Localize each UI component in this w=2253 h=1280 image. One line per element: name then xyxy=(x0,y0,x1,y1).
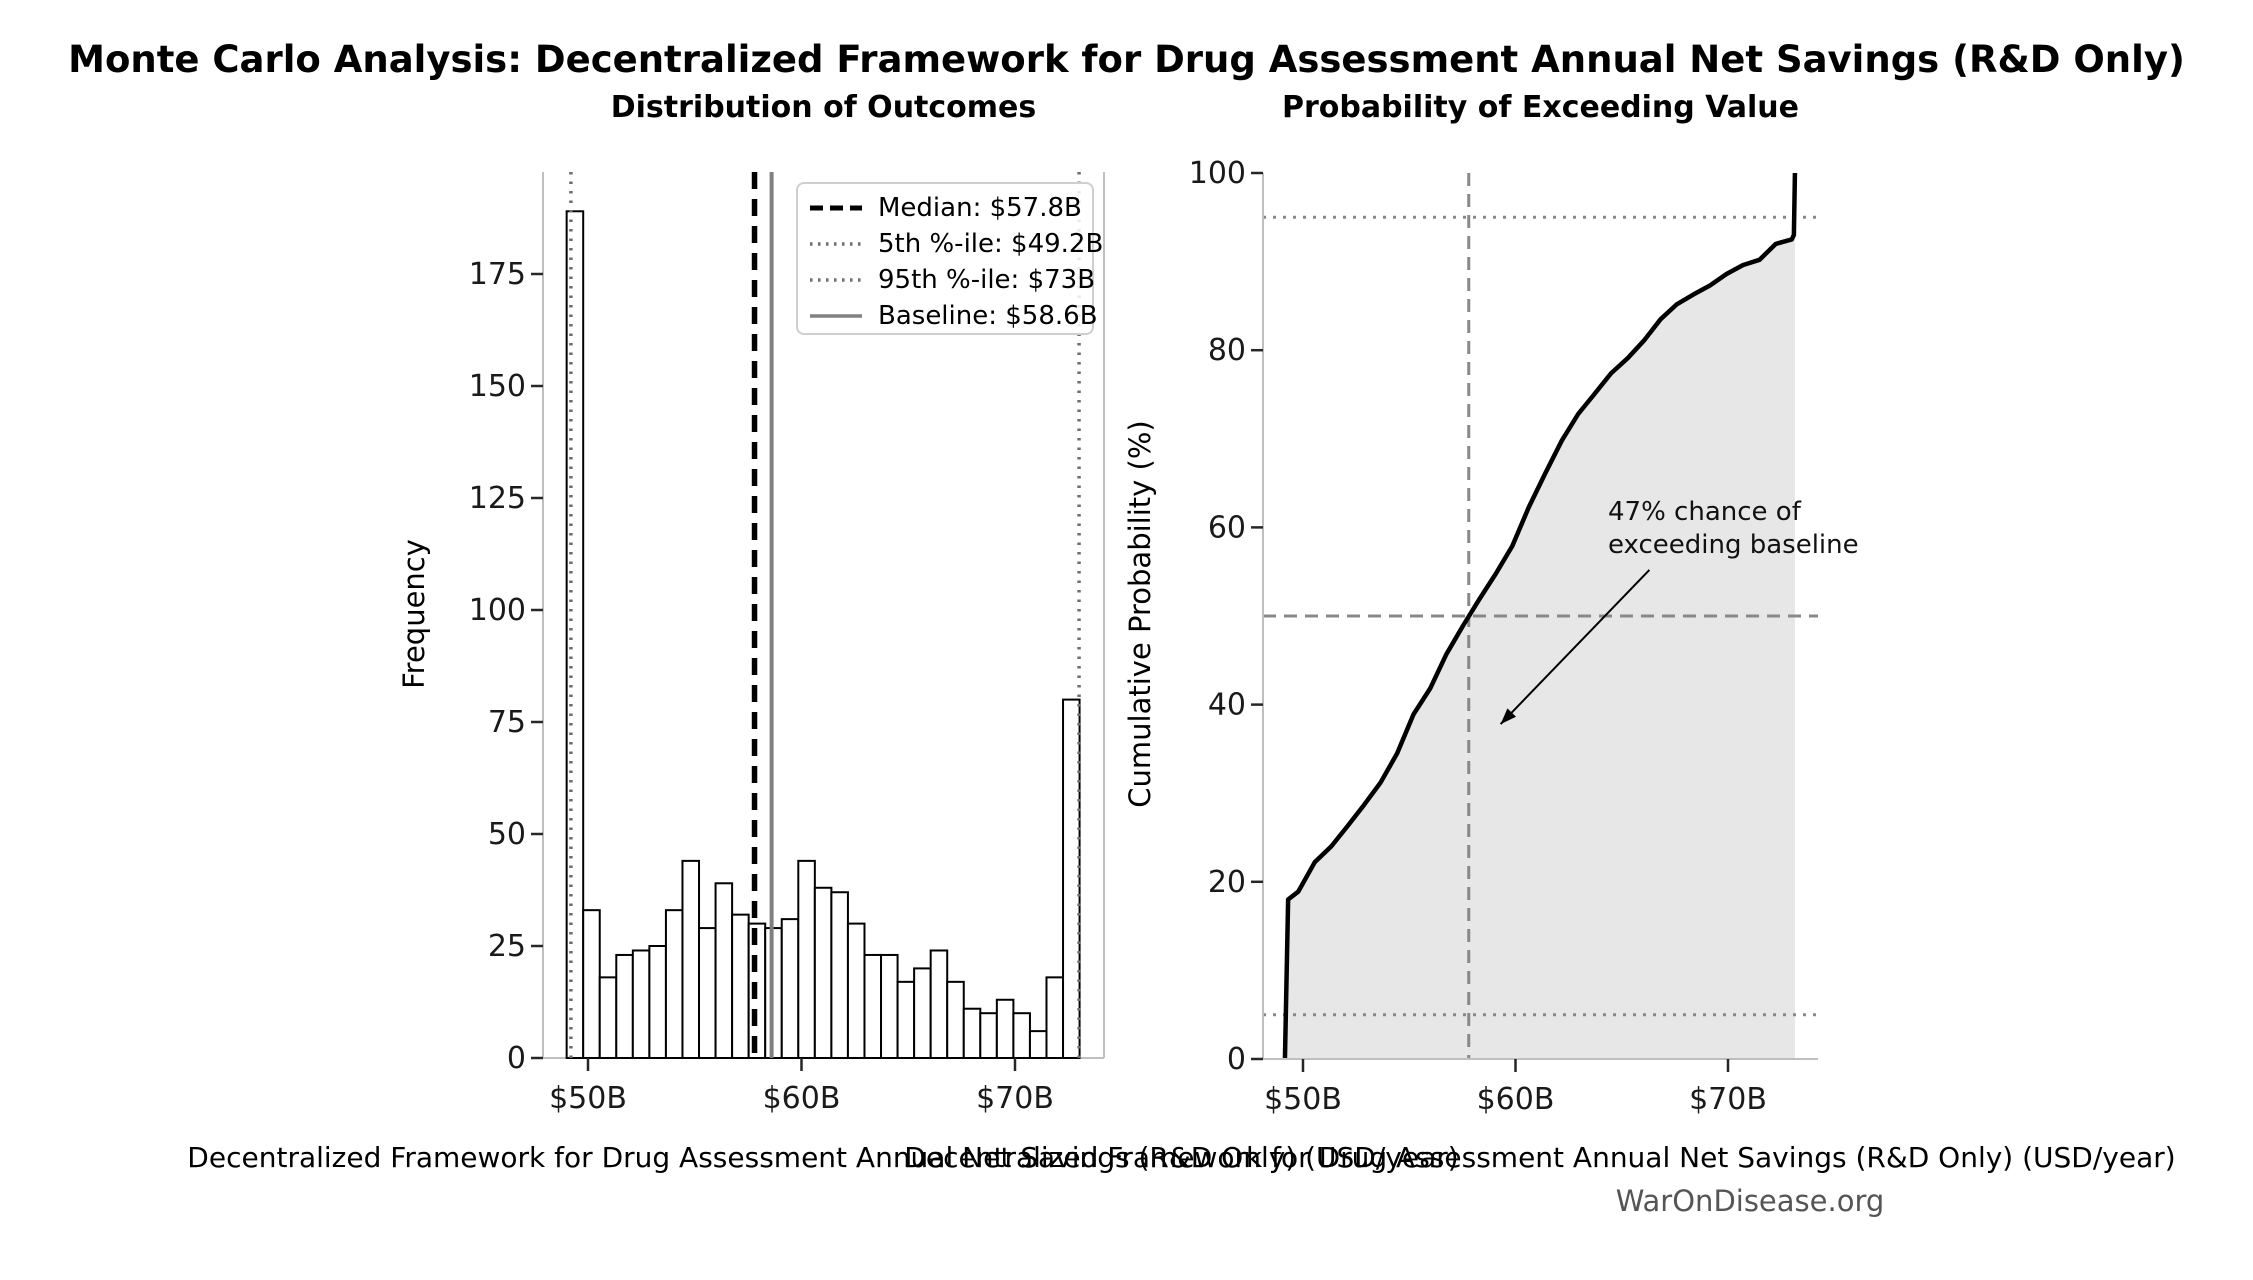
histogram-bar xyxy=(962,1007,982,1059)
histogram-title: Distribution of Outcomes xyxy=(610,90,1037,125)
histogram-bar xyxy=(797,859,816,1059)
legend-item-median: Median: $57.8B xyxy=(810,190,1082,226)
histogram-y-tick-label: 75 xyxy=(488,705,526,740)
histogram-bar xyxy=(863,953,883,1060)
histogram-y-tick-label: 25 xyxy=(488,929,526,964)
histogram-bar xyxy=(565,210,585,1059)
histogram-bar xyxy=(664,909,684,1059)
cdf-y-axis-label: Cumulative Probability (%) xyxy=(1123,420,1157,808)
histogram-y-tick-label: 125 xyxy=(469,481,526,516)
cdf-y-tick-label: 80 xyxy=(1208,333,1246,368)
histogram-bar xyxy=(698,927,717,1060)
histogram-bar xyxy=(1028,1030,1048,1059)
histogram-y-tick-label: 50 xyxy=(488,817,526,852)
histogram-y-tick-label: 0 xyxy=(507,1041,526,1076)
baseline-solid-line-sample xyxy=(810,314,862,318)
histogram-bar xyxy=(830,891,849,1059)
histogram-x-tick-label: $60B xyxy=(763,1081,841,1116)
histogram-bar xyxy=(648,945,667,1059)
cdf-y-tick-label: 40 xyxy=(1208,688,1246,723)
histogram-x-tick-label: $70B xyxy=(976,1081,1054,1116)
p95-dotted-line-sample xyxy=(810,278,862,282)
median-dashed-line-sample xyxy=(810,205,862,211)
histogram-y-tick-label: 150 xyxy=(469,369,526,404)
cdf-x-tick-label: $70B xyxy=(1689,1082,1767,1117)
histogram-bar xyxy=(631,949,651,1059)
watermark-text: WarOnDisease.org xyxy=(1615,1184,1885,1218)
histogram-bar xyxy=(615,953,634,1060)
histogram-bar xyxy=(846,922,866,1059)
histogram-bar xyxy=(946,980,965,1060)
legend-label: Median: $57.8B xyxy=(878,193,1082,223)
cdf-x-tick-label: $50B xyxy=(1264,1082,1342,1117)
histogram-bar xyxy=(1012,1012,1031,1060)
annotation-arrow-head xyxy=(1500,708,1517,725)
cdf-x-tick-label: $60B xyxy=(1477,1082,1555,1117)
histogram-bar xyxy=(681,859,701,1059)
legend-label: 95th %-ile: $73B xyxy=(878,265,1096,295)
legend-box: Median: $57.8B 5th %-ile: $49.2B 95th %-… xyxy=(796,182,1103,335)
legend-item-95th-percentile: 95th %-ile: $73B xyxy=(810,262,1095,298)
legend-label: 5th %-ile: $49.2B xyxy=(878,229,1104,259)
histogram-x-tick-label: $50B xyxy=(549,1081,627,1116)
cdf-title: Probability of Exceeding Value xyxy=(1281,90,1800,125)
histogram-bar xyxy=(582,909,601,1059)
histogram-bar xyxy=(598,976,618,1059)
legend-label: Baseline: $58.6B xyxy=(878,301,1098,331)
cdf-curve xyxy=(1282,172,1798,1060)
histogram-y-tick-label: 175 xyxy=(469,257,526,292)
histogram-y-tick-label: 100 xyxy=(469,593,526,628)
histogram-bar xyxy=(896,980,916,1060)
annotation-arrow-shaft xyxy=(1499,569,1651,725)
histogram-x-axis-label: Decentralized Framework for Drug Assessm… xyxy=(187,1141,1459,1174)
cdf-x-axis-label: Decentralized Framework for Drug Assessm… xyxy=(904,1141,2176,1174)
annotation-line-2: exceeding baseline xyxy=(1608,530,1859,560)
legend-item-baseline: Baseline: $58.6B xyxy=(810,298,1098,334)
p5-dotted-line-sample xyxy=(810,242,862,246)
cdf-y-tick-label: 100 xyxy=(1189,156,1246,191)
histogram-bar xyxy=(780,918,800,1059)
cdf-annotation: 47% chance of exceeding baseline xyxy=(1608,496,1859,562)
histogram-bar xyxy=(913,967,932,1060)
cdf-y-tick-label: 60 xyxy=(1208,510,1246,545)
cdf-y-tick-label: 20 xyxy=(1208,865,1246,900)
histogram-bar xyxy=(880,953,899,1060)
histogram-bar xyxy=(1045,976,1065,1059)
cdf-y-tick-label: 0 xyxy=(1227,1042,1246,1077)
figure-title: Monte Carlo Analysis: Decentralized Fram… xyxy=(68,38,2185,81)
histogram-bar xyxy=(1062,698,1081,1059)
annotation-line-1: 47% chance of xyxy=(1608,497,1801,527)
legend-item-5th-percentile: 5th %-ile: $49.2B xyxy=(810,226,1103,262)
histogram-bar xyxy=(995,998,1015,1060)
histogram-bar xyxy=(714,882,734,1060)
histogram-bar xyxy=(979,1012,998,1060)
histogram-bar xyxy=(813,886,833,1060)
histogram-y-axis-label: Frequency xyxy=(397,539,431,689)
histogram-bar xyxy=(731,913,750,1060)
histogram-bar xyxy=(929,949,949,1059)
